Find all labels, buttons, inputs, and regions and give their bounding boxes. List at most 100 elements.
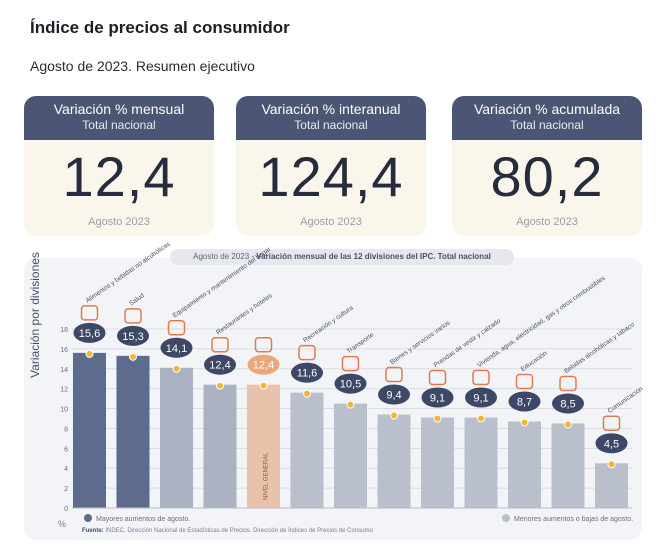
card-label: Variación % interanual: [261, 101, 401, 117]
bar: [116, 355, 150, 508]
source-note: Fuente: INDEC, Dirección Nacional de Est…: [82, 528, 373, 534]
y-tick-label: 18: [60, 327, 68, 334]
card-body: 124,4 Agosto 2023: [236, 140, 426, 236]
legend-swatch-mayor: [84, 514, 92, 522]
chart-title-sep: -: [249, 252, 257, 261]
value-badge: [508, 391, 541, 412]
value-badge: [465, 387, 497, 408]
chart-title-date: Agosto de 2023: [193, 252, 250, 261]
bar-top-dot: [477, 414, 485, 423]
y-tick-label: 8: [64, 426, 68, 433]
y-tick-label: 4: [64, 466, 68, 473]
card-date: Agosto 2023: [516, 216, 578, 228]
card-date: Agosto 2023: [300, 216, 362, 228]
data-label: 9,1: [430, 393, 445, 405]
legend-menor: Menores aumentos o bajas de agosto.: [502, 514, 633, 523]
value-badge: [334, 373, 367, 394]
category-icon: [385, 366, 403, 383]
y-tick-label: 10: [60, 407, 68, 414]
value-badge: [160, 337, 193, 358]
bar: [334, 403, 367, 508]
value-badge: [595, 433, 628, 454]
bar: [160, 367, 193, 508]
y-tick-label: 14: [60, 367, 68, 374]
page-subtitle: Agosto de 2023. Resumen ejecutivo: [30, 58, 255, 74]
bar: [551, 423, 585, 508]
bar-top-dot: [129, 352, 137, 361]
bar: [377, 414, 411, 508]
data-label: 11,6: [297, 368, 318, 380]
value-badge: [247, 354, 280, 375]
bar-top-dot: [607, 460, 616, 469]
bar: [203, 384, 237, 508]
category-label: Alimentos y bebidas no alcohólicas: [85, 240, 173, 304]
y-unit-label: %: [58, 519, 67, 529]
legend-mayor-text: Mayores aumentos de agosto.: [96, 516, 191, 523]
card-value: 124,4: [258, 145, 404, 208]
data-label: 12,4: [253, 360, 274, 372]
chart-title: Agosto de 2023 - Variación mensual de la…: [170, 249, 514, 265]
category-icon: [167, 320, 186, 336]
category-label: Salud: [128, 292, 146, 307]
bar-top-dot: [303, 389, 311, 398]
bar-top-dot: [259, 381, 268, 390]
bar: [247, 384, 280, 508]
card-mensual: Variación % mensual Total nacional 12,4 …: [24, 96, 214, 236]
card-header: Variación % mensual Total nacional: [24, 96, 214, 140]
category-label: Transporte: [346, 331, 376, 355]
y-tick-label: 0: [64, 506, 68, 513]
category-label: Restaurantes y hoteles: [215, 292, 274, 336]
category-icon: [254, 336, 273, 353]
data-label: 10,5: [340, 379, 361, 391]
category-label: Comunicación: [607, 385, 645, 415]
category-icon: [211, 336, 229, 353]
bar-top-dot: [520, 418, 529, 427]
value-badge: [552, 393, 584, 414]
general-inline-label: NIVEL GENERAL: [264, 452, 270, 500]
card-header: Variación % interanual Total nacional: [236, 96, 426, 140]
y-tick-label: 12: [60, 387, 68, 394]
card-body: 80,2 Agosto 2023: [452, 140, 642, 236]
value-badge: [291, 362, 323, 383]
category-icon: [341, 355, 360, 372]
value-badge: [378, 384, 410, 405]
category-icon: [428, 369, 447, 386]
card-scope: Total nacional: [294, 118, 368, 132]
value-badge: [73, 322, 106, 343]
card-label: Variación % acumulada: [473, 101, 621, 117]
bar: [595, 463, 628, 508]
category-icon: [298, 344, 316, 361]
data-label: 4,5: [604, 438, 619, 450]
y-tick-label: 6: [64, 446, 68, 453]
data-label: 8,5: [560, 398, 575, 410]
card-header: Variación % acumulada Total nacional: [452, 96, 642, 140]
value-badge: [204, 354, 236, 375]
category-icon: [124, 308, 142, 324]
data-label: 14,1: [166, 343, 187, 355]
data-label: 15,3: [122, 331, 143, 343]
bar: [73, 352, 106, 508]
value-badge: [421, 387, 454, 408]
y-tick-label: 2: [64, 486, 68, 493]
card-interanual: Variación % interanual Total nacional 12…: [236, 96, 426, 236]
category-icon: [80, 305, 99, 321]
bar-top-dot: [346, 400, 355, 409]
category-icon: [515, 373, 534, 390]
data-label: 9,1: [473, 393, 488, 405]
category-label: Educación: [520, 350, 549, 373]
page-title: Índice de precios al consumidor: [30, 18, 290, 37]
y-tick-label: 16: [60, 347, 68, 354]
bar-top-dot: [433, 414, 442, 423]
card-scope: Total nacional: [82, 118, 156, 132]
bar: [508, 421, 541, 508]
data-label: 15,6: [79, 328, 100, 340]
source-text: INDEC, Dirección Nacional de Estadística…: [105, 528, 373, 534]
card-acumulada: Variación % acumulada Total nacional 80,…: [452, 96, 642, 236]
category-label: Recreación y cultura: [302, 304, 355, 344]
card-scope: Total nacional: [510, 118, 584, 132]
bar-top-dot: [390, 411, 398, 420]
bar: [421, 417, 454, 508]
category-icon: [472, 369, 490, 386]
card-label: Variación % mensual: [53, 101, 185, 117]
